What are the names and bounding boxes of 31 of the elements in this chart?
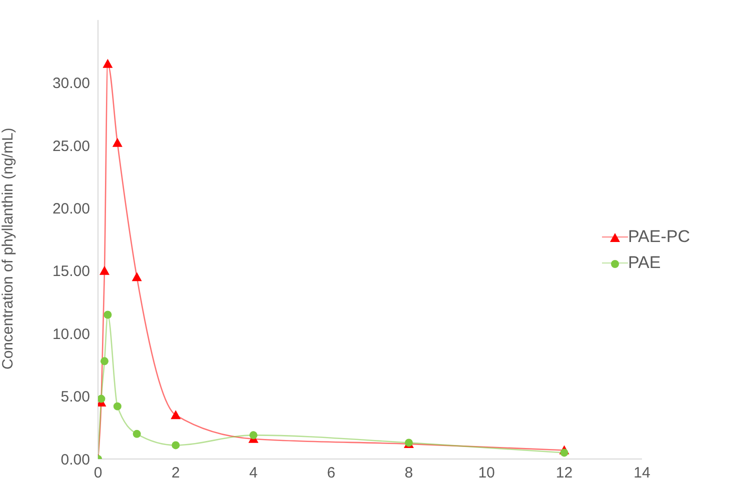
x-tick-label: 12 xyxy=(556,464,573,482)
legend-label: PAE xyxy=(628,252,661,272)
y-tick-label: 0.00 xyxy=(60,451,90,468)
y-tick-label: 30.00 xyxy=(52,75,90,92)
point xyxy=(113,402,122,410)
y-axis-title: Concentration of phyllanthin (ng/mL) xyxy=(0,128,16,370)
y-tick-label: 15.00 xyxy=(52,263,90,280)
point xyxy=(249,431,258,440)
x-tick-label: 4 xyxy=(249,464,258,482)
y-tick-label: 25.00 xyxy=(52,138,90,155)
point xyxy=(102,58,113,68)
point xyxy=(560,448,568,457)
x-tick-label: 10 xyxy=(478,464,495,482)
x-tick-label: 6 xyxy=(326,464,336,482)
y-tick-label: 20.00 xyxy=(52,200,90,218)
point xyxy=(172,441,180,450)
x-tick-label: 14 xyxy=(634,464,650,482)
point xyxy=(98,394,106,403)
point xyxy=(170,410,181,420)
point xyxy=(100,357,108,366)
y-tick-label: 5.00 xyxy=(60,388,90,406)
x-tick-label: 2 xyxy=(172,464,180,482)
y-tick-label: 10.00 xyxy=(52,326,90,343)
point xyxy=(132,430,141,438)
point xyxy=(112,138,122,147)
point xyxy=(99,266,110,275)
x-tick-label: 0 xyxy=(94,464,102,482)
point xyxy=(104,310,112,319)
point xyxy=(132,272,142,282)
legend-label: PAE-PC xyxy=(628,226,690,246)
x-tick-label: 8 xyxy=(404,464,413,482)
